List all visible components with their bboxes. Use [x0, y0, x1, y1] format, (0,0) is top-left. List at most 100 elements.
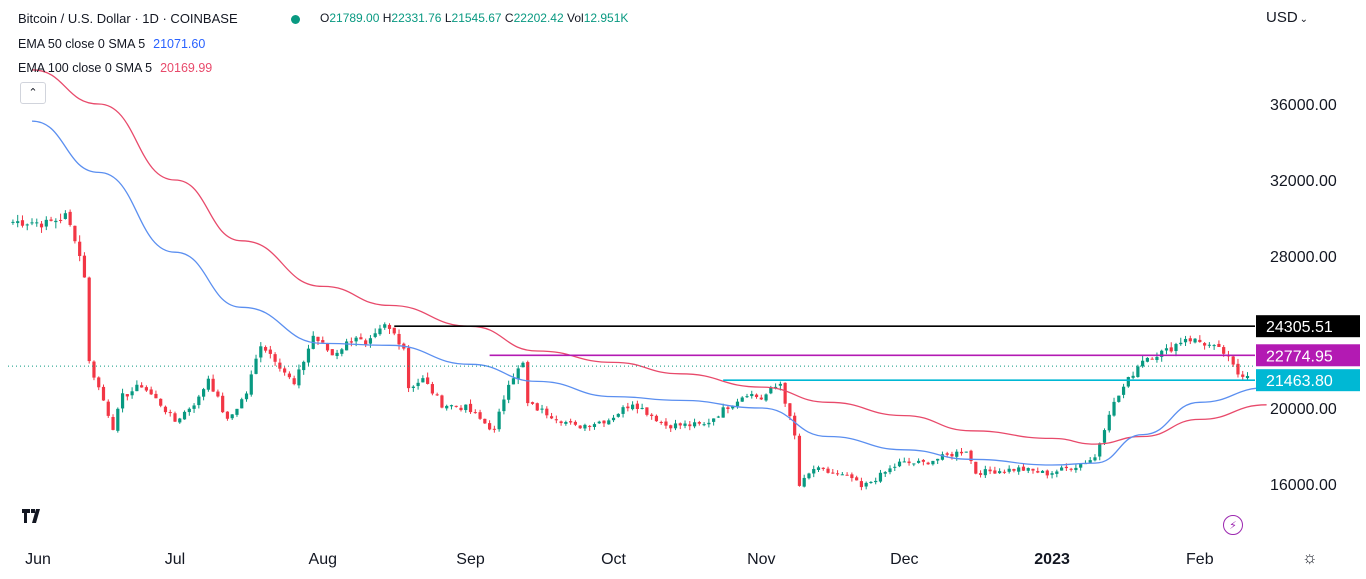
candle-body [745, 396, 749, 398]
candle-body [20, 220, 25, 226]
currency-selector[interactable]: USD ⌄ [1266, 9, 1309, 26]
time-axis[interactable]: Jun Jul Aug Sep Oct Nov Dec 2023 Feb [25, 551, 1214, 568]
tradingview-logo-icon[interactable] [22, 509, 44, 527]
candle [1107, 411, 1111, 433]
ema50-label: EMA 50 close 0 SMA 5 [18, 37, 146, 51]
candle [926, 461, 930, 465]
candle-body [635, 403, 639, 409]
candle [116, 407, 120, 433]
candle-body [345, 341, 349, 351]
candle [349, 337, 353, 347]
candle [1121, 383, 1126, 399]
candle [1236, 358, 1240, 378]
candle [302, 360, 306, 375]
candle [878, 469, 883, 483]
candle [530, 401, 535, 405]
candle-body [1222, 347, 1226, 354]
candle-body [650, 414, 654, 416]
candle [154, 390, 158, 399]
candle-body [11, 221, 15, 223]
ema100-legend[interactable]: EMA 100 close 0 SMA 5 20169.99 [18, 60, 212, 76]
market-status-dot [291, 15, 300, 24]
candle [588, 424, 592, 431]
candle [683, 420, 687, 429]
candle [373, 328, 377, 339]
candle-body [1169, 347, 1173, 352]
candle [240, 397, 244, 409]
candle-body [1107, 414, 1111, 431]
candle-body [221, 395, 225, 413]
level-label-text: 21463.80 [1266, 373, 1333, 390]
candle [330, 349, 334, 356]
candle [1150, 357, 1154, 360]
candle-body [1183, 338, 1188, 343]
candle-body [383, 324, 387, 328]
candle-body [435, 394, 439, 396]
candle-body [1074, 467, 1078, 471]
candle-body [511, 378, 516, 385]
candle-body [1121, 386, 1126, 395]
candle [235, 408, 239, 417]
candle-body [459, 407, 463, 411]
candle [283, 366, 287, 376]
candle-body [378, 328, 382, 335]
candle-body [893, 466, 897, 468]
x-tick-label: Feb [1186, 551, 1214, 568]
x-tick-label: Nov [747, 551, 775, 568]
candle [1198, 335, 1202, 343]
candle-body [364, 340, 368, 345]
candle [912, 463, 916, 467]
y-tick-label: 28000.00 [1270, 249, 1337, 266]
candle-body [97, 377, 101, 388]
candle [907, 457, 911, 466]
candle-body [63, 213, 67, 219]
candle-body [878, 472, 883, 482]
candle-body [750, 393, 754, 397]
candle [1007, 465, 1011, 474]
candle [545, 406, 549, 419]
candle [983, 465, 987, 478]
candle-body [416, 382, 420, 387]
price-axis[interactable]: 36000.00 32000.00 28000.00 20000.00 16000.00 [1270, 97, 1337, 494]
candle-body [101, 386, 106, 401]
ema50-legend[interactable]: EMA 50 close 0 SMA 5 21071.60 [18, 36, 205, 52]
candle [597, 420, 601, 424]
candle-body [125, 394, 129, 397]
lightning-icon[interactable]: ⚡ [1223, 515, 1243, 535]
candle-body [673, 423, 678, 429]
candle [1141, 355, 1145, 368]
candle [640, 403, 644, 410]
candle-body [1064, 466, 1068, 469]
candle [20, 215, 25, 228]
candle [1193, 338, 1197, 344]
candle [25, 223, 29, 231]
candle [1155, 352, 1159, 363]
candle-body [712, 418, 716, 422]
candle [821, 467, 825, 471]
candle-body [697, 422, 701, 424]
candle [244, 391, 249, 402]
candle-body [912, 463, 916, 465]
candle-body [564, 422, 568, 424]
candle [321, 336, 325, 343]
candle-body [1203, 343, 1207, 346]
symbol-title[interactable]: Bitcoin / U.S. Dollar · 1D · COINBASE [18, 11, 238, 26]
candle [1012, 468, 1016, 473]
candle [1188, 335, 1192, 345]
candle-body [1145, 357, 1149, 362]
candle-body [1150, 358, 1154, 360]
candle-body [869, 481, 873, 483]
candle [202, 387, 206, 401]
candle [678, 422, 682, 430]
candle [1060, 465, 1064, 471]
candle [1169, 342, 1173, 353]
gear-icon[interactable]: ☼ [1302, 548, 1318, 567]
candle-body [240, 399, 244, 409]
candle-body [578, 425, 582, 429]
candle-body [397, 333, 401, 345]
collapse-legend-button[interactable]: ⌃ [20, 82, 46, 104]
candle-body [731, 405, 735, 409]
candle [130, 387, 134, 399]
candle [692, 418, 697, 429]
